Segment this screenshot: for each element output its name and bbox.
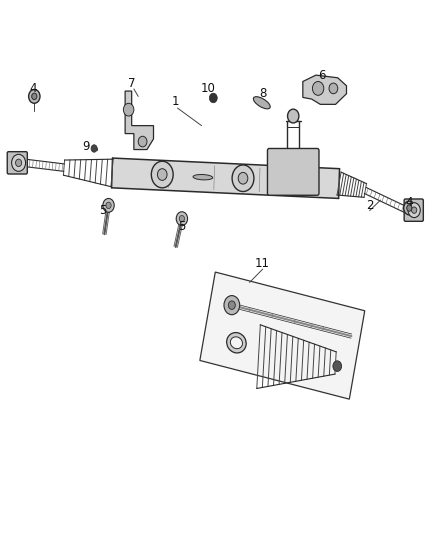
Text: 5: 5 — [99, 204, 107, 217]
Circle shape — [106, 202, 111, 208]
Circle shape — [12, 155, 25, 171]
Circle shape — [224, 296, 240, 314]
Polygon shape — [112, 158, 339, 198]
Text: 5: 5 — [178, 220, 186, 233]
FancyBboxPatch shape — [268, 149, 319, 195]
Circle shape — [91, 145, 97, 152]
Circle shape — [15, 159, 21, 166]
Polygon shape — [303, 75, 346, 104]
Circle shape — [412, 207, 417, 213]
Circle shape — [228, 301, 235, 310]
Text: 1: 1 — [172, 95, 179, 108]
Circle shape — [232, 165, 254, 191]
Ellipse shape — [230, 337, 243, 349]
Text: 8: 8 — [259, 87, 266, 100]
FancyBboxPatch shape — [7, 152, 27, 174]
Circle shape — [124, 103, 134, 116]
Polygon shape — [125, 91, 153, 150]
Circle shape — [209, 93, 217, 103]
Circle shape — [28, 90, 40, 103]
Circle shape — [179, 215, 184, 222]
Circle shape — [312, 82, 324, 95]
Text: 11: 11 — [255, 257, 270, 270]
Circle shape — [138, 136, 147, 147]
Circle shape — [103, 198, 114, 212]
Ellipse shape — [226, 333, 246, 353]
Text: 9: 9 — [82, 140, 90, 154]
Text: 6: 6 — [318, 69, 325, 82]
Circle shape — [408, 203, 420, 217]
Ellipse shape — [193, 174, 213, 180]
Text: 7: 7 — [128, 77, 135, 90]
Circle shape — [407, 205, 412, 211]
Polygon shape — [200, 272, 365, 399]
Circle shape — [157, 168, 167, 180]
Circle shape — [151, 161, 173, 188]
Text: 2: 2 — [366, 199, 373, 212]
Circle shape — [333, 361, 342, 372]
Circle shape — [329, 83, 338, 94]
Text: 4: 4 — [405, 196, 413, 209]
Circle shape — [288, 109, 299, 123]
FancyBboxPatch shape — [404, 199, 424, 221]
Ellipse shape — [253, 96, 270, 109]
Circle shape — [404, 201, 415, 215]
Circle shape — [176, 212, 187, 225]
Text: 4: 4 — [30, 82, 37, 95]
Circle shape — [238, 172, 248, 184]
Text: 10: 10 — [201, 82, 215, 95]
Circle shape — [32, 93, 37, 100]
